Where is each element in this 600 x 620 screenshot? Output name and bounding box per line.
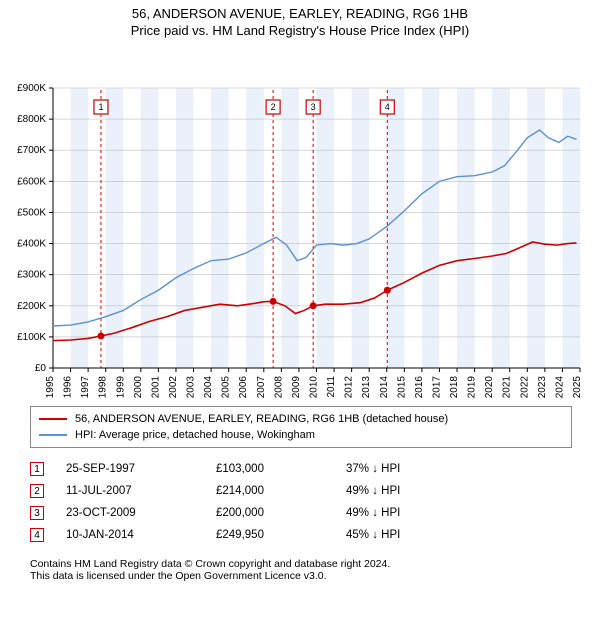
svg-text:4: 4	[385, 102, 390, 112]
footer-attribution: Contains HM Land Registry data © Crown c…	[30, 558, 572, 582]
svg-text:2023: 2023	[537, 376, 548, 398]
transaction-price: £103,000	[216, 463, 346, 475]
svg-text:2017: 2017	[431, 376, 442, 398]
legend-swatch	[39, 418, 67, 420]
svg-text:2004: 2004	[203, 376, 214, 398]
svg-text:2024: 2024	[554, 376, 565, 398]
svg-text:£0: £0	[35, 363, 47, 374]
svg-text:£900K: £900K	[17, 83, 46, 94]
svg-text:2: 2	[271, 102, 276, 112]
svg-text:2010: 2010	[309, 376, 320, 398]
transaction-row: 1 25-SEP-1997£103,00037% ↓ HPI	[30, 458, 572, 480]
transaction-date: 10-JAN-2014	[66, 529, 216, 541]
svg-text:£400K: £400K	[17, 239, 46, 250]
svg-text:3: 3	[311, 102, 316, 112]
transaction-marker: 3	[30, 506, 44, 520]
transaction-pct: 49% ↓ HPI	[346, 485, 436, 497]
svg-text:2003: 2003	[186, 376, 197, 398]
transaction-price: £214,000	[216, 485, 346, 497]
svg-text:2022: 2022	[519, 376, 530, 398]
svg-text:2020: 2020	[484, 376, 495, 398]
svg-text:2002: 2002	[168, 376, 179, 398]
legend: 56, ANDERSON AVENUE, EARLEY, READING, RG…	[30, 406, 572, 448]
svg-text:2007: 2007	[256, 376, 267, 398]
svg-text:2011: 2011	[326, 376, 337, 398]
svg-text:1999: 1999	[115, 376, 126, 398]
svg-text:2006: 2006	[238, 376, 249, 398]
transaction-pct: 37% ↓ HPI	[346, 463, 436, 475]
transaction-row: 2 11-JUL-2007£214,00049% ↓ HPI	[30, 480, 572, 502]
svg-text:2012: 2012	[344, 376, 355, 398]
transaction-date: 11-JUL-2007	[66, 485, 216, 497]
transaction-date: 25-SEP-1997	[66, 463, 216, 475]
footer-line2: This data is licensed under the Open Gov…	[30, 570, 572, 582]
svg-text:1995: 1995	[45, 376, 56, 398]
svg-text:1: 1	[98, 102, 103, 112]
svg-text:2008: 2008	[273, 376, 284, 398]
footer-line1: Contains HM Land Registry data © Crown c…	[30, 558, 572, 570]
transaction-row: 4 10-JAN-2014£249,95045% ↓ HPI	[30, 524, 572, 546]
svg-text:£700K: £700K	[17, 145, 46, 156]
legend-row: 56, ANDERSON AVENUE, EARLEY, READING, RG…	[39, 411, 563, 427]
legend-label: HPI: Average price, detached house, Woki…	[75, 429, 315, 441]
transaction-marker: 4	[30, 528, 44, 542]
svg-text:£500K: £500K	[17, 207, 46, 218]
svg-text:£800K: £800K	[17, 114, 46, 125]
chart-svg: £0 £100K £200K £300K £400K £500K £600K £700K £80…	[0, 38, 600, 398]
transaction-pct: 49% ↓ HPI	[346, 507, 436, 519]
transaction-row: 3 23-OCT-2009£200,00049% ↓ HPI	[30, 502, 572, 524]
svg-text:1997: 1997	[80, 376, 91, 398]
svg-text:2013: 2013	[361, 376, 372, 398]
transaction-pct: 45% ↓ HPI	[346, 529, 436, 541]
title-line1: 56, ANDERSON AVENUE, EARLEY, READING, RG…	[0, 6, 600, 21]
legend-label: 56, ANDERSON AVENUE, EARLEY, READING, RG…	[75, 413, 448, 425]
svg-text:2005: 2005	[221, 376, 232, 398]
svg-text:2014: 2014	[379, 376, 390, 398]
svg-text:£600K: £600K	[17, 176, 46, 187]
transactions-table: 1 25-SEP-1997£103,00037% ↓ HPI 2 11-JUL-200…	[30, 458, 572, 546]
transaction-price: £249,950	[216, 529, 346, 541]
svg-text:1998: 1998	[98, 376, 109, 398]
chart-titles: 56, ANDERSON AVENUE, EARLEY, READING, RG…	[0, 0, 600, 38]
legend-swatch	[39, 434, 67, 436]
svg-text:2025: 2025	[572, 376, 583, 398]
transaction-marker: 1	[30, 462, 44, 476]
title-line2: Price paid vs. HM Land Registry's House …	[0, 23, 600, 38]
svg-text:£200K: £200K	[17, 301, 46, 312]
svg-text:£300K: £300K	[17, 270, 46, 281]
svg-text:2015: 2015	[396, 376, 407, 398]
svg-text:£100K: £100K	[17, 332, 46, 343]
svg-text:2019: 2019	[467, 376, 478, 398]
svg-text:1996: 1996	[63, 376, 74, 398]
transaction-date: 23-OCT-2009	[66, 507, 216, 519]
transaction-price: £200,000	[216, 507, 346, 519]
svg-text:2018: 2018	[449, 376, 460, 398]
page-container: 56, ANDERSON AVENUE, EARLEY, READING, RG…	[0, 0, 600, 582]
transaction-marker: 2	[30, 484, 44, 498]
svg-text:2000: 2000	[133, 376, 144, 398]
svg-text:2001: 2001	[150, 376, 161, 398]
svg-text:2021: 2021	[502, 376, 513, 398]
svg-text:2016: 2016	[414, 376, 425, 398]
chart-area: £0 £100K £200K £300K £400K £500K £600K £700K £80…	[0, 38, 600, 398]
legend-row: HPI: Average price, detached house, Woki…	[39, 427, 563, 443]
svg-text:2009: 2009	[291, 376, 302, 398]
